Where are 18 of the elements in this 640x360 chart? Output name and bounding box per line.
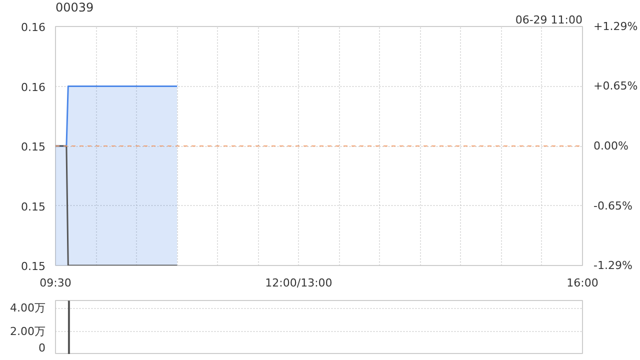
text: 06-29 11:00 [515, 14, 583, 26]
y-tick-label: 0.15 [21, 200, 46, 214]
y2-tick-label: 0.00% [594, 140, 628, 152]
y2-tick-label: -1.29% [594, 259, 632, 272]
y-tick-label: 0.15 [21, 140, 46, 154]
x-tick-label: 09:30 [40, 276, 72, 290]
x-tick-label: 12:00/13:00 [265, 276, 332, 290]
y-tick-label: 0.16 [21, 21, 46, 34]
y2-tick-label: -0.65% [594, 200, 632, 213]
chart-title: 00039 [56, 0, 94, 14]
y-tick-label: 0 [38, 342, 46, 354]
y-tick-label: 0.15 [21, 260, 46, 273]
y-tick-label: 0.16 [21, 80, 46, 94]
x-tick-label: 16:00 [566, 276, 598, 290]
y2-tick-label: +0.65% [594, 79, 638, 92]
y-tick-label: 2.00万 [10, 324, 46, 338]
y2-tick-label: +1.29% [594, 20, 638, 33]
y-tick-label: 4.00万 [10, 302, 46, 315]
